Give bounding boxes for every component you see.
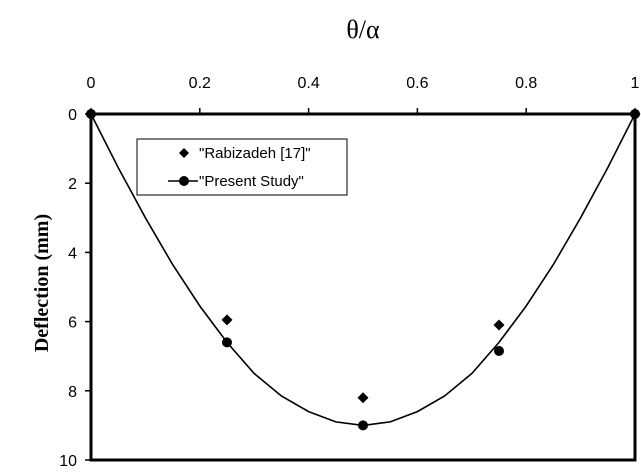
legend-label-rabizadeh: "Rabizadeh [17]" <box>199 145 311 162</box>
rabizadeh-point <box>221 314 233 326</box>
legend-box <box>136 138 348 196</box>
x-tick-label: 0 <box>87 75 96 92</box>
present-study-point <box>222 337 232 348</box>
x-tick-label: 1 <box>631 75 640 92</box>
y-axis-title: Deflection (mm) <box>31 214 53 352</box>
present-study-point <box>86 109 96 119</box>
y-tick-label: 0 <box>68 107 77 124</box>
y-tick-label: 6 <box>68 315 77 332</box>
rabizadeh-point <box>493 319 505 331</box>
present-study-point <box>494 346 504 357</box>
legend-label-present-study: "Present Study" <box>199 173 304 190</box>
present-study-point <box>358 420 368 431</box>
x-tick-label: 0.4 <box>297 75 319 92</box>
plot-area-frame <box>89 112 637 462</box>
x-axis-title: θ/α <box>346 15 380 44</box>
x-tick-label: 0.6 <box>406 75 428 92</box>
rabizadeh-point <box>357 392 369 404</box>
y-tick-label: 4 <box>68 245 77 262</box>
y-tick-label: 10 <box>59 453 77 470</box>
legend-circle-marker <box>179 176 189 186</box>
y-tick-label: 2 <box>68 176 77 193</box>
x-tick-label: 0.2 <box>189 75 211 92</box>
legend: "Rabizadeh [17]" "Present Study" <box>136 138 348 196</box>
present-study-point <box>630 109 640 119</box>
x-axis-ticks: 0 0.2 0.4 0.6 0.8 1 <box>87 75 640 114</box>
series-layer <box>85 108 641 431</box>
x-tick-label: 0.8 <box>515 75 537 92</box>
y-axis-ticks: 0 2 4 6 8 10 <box>59 107 91 470</box>
legend-diamond-marker <box>179 148 189 158</box>
y-tick-label: 8 <box>68 384 77 401</box>
